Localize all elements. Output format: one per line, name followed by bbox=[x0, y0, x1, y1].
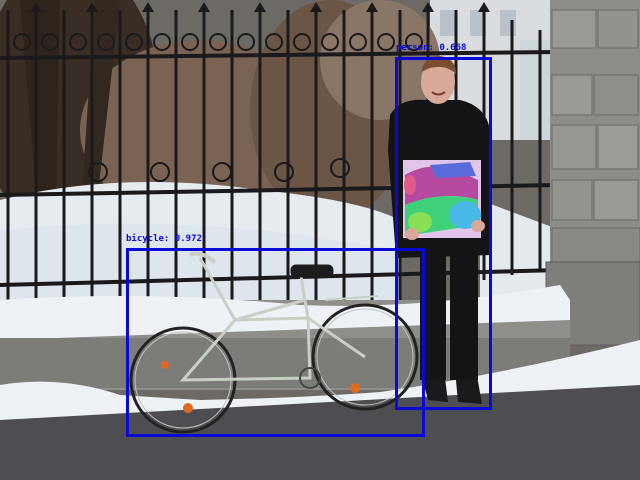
person-detection-label: person: 0.668 bbox=[396, 43, 466, 53]
bicycle-detection-label: bicycle: 0.972 bbox=[126, 234, 202, 244]
bicycle-bounding-box bbox=[126, 248, 425, 437]
